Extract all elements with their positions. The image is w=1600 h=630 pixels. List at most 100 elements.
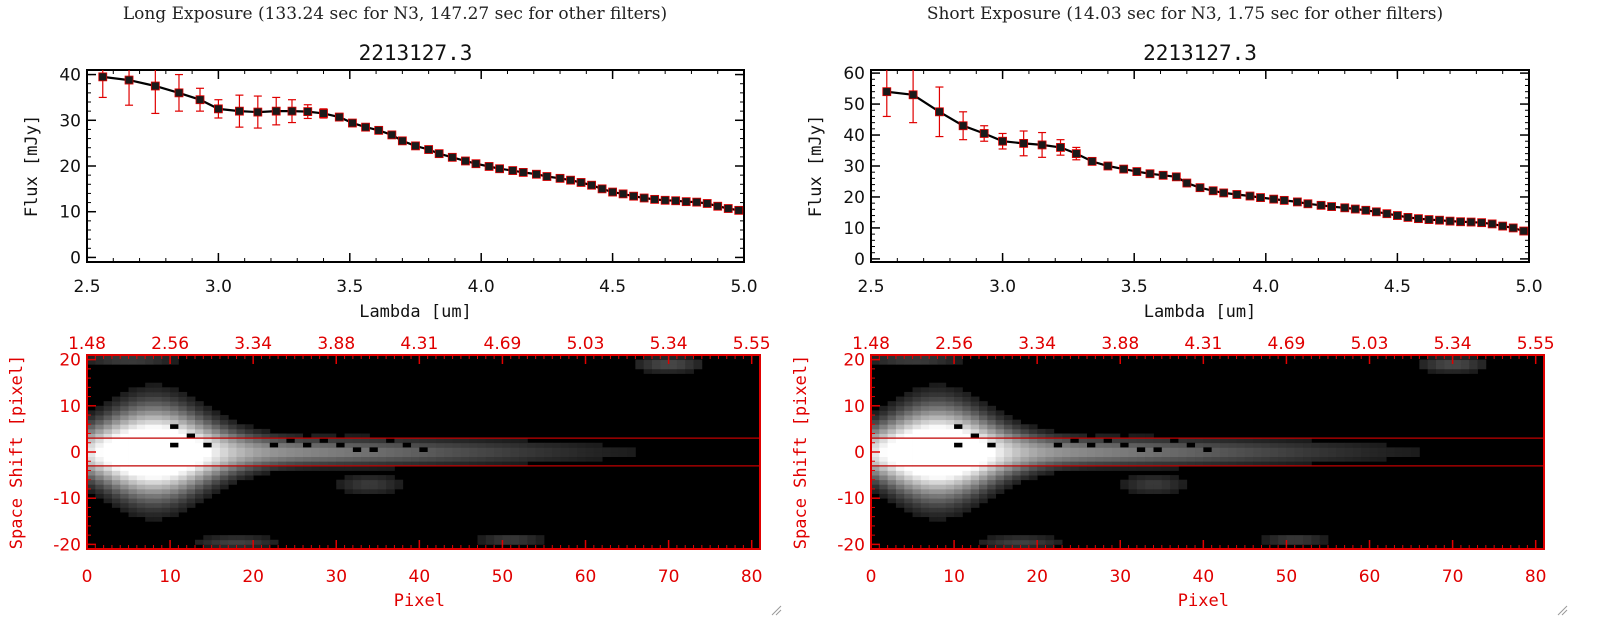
long-image-pixel: [136, 442, 146, 448]
short-image-pixel: [1203, 442, 1213, 448]
long-image-pixel: [103, 452, 113, 458]
short-image-pixel: [1111, 456, 1121, 462]
long-image-pixel: [170, 355, 179, 361]
long-image-pixel: [219, 535, 229, 541]
short-image-pixel: [1161, 475, 1171, 481]
long-image-pixel: [294, 442, 304, 448]
long-image-pixel: [411, 452, 420, 458]
long-image-pixel: [427, 461, 437, 467]
short-image-pixel: [1261, 461, 1271, 467]
short-image-pixel: [945, 405, 955, 411]
resize-grip-left[interactable]: [770, 604, 782, 616]
short-image-pixel: [970, 465, 980, 471]
long-image-pixel: [444, 456, 453, 462]
short-image-pixel: [945, 461, 955, 467]
long-image-pixel: [145, 382, 154, 388]
short-image-pixel: [1261, 447, 1271, 453]
short-image-pixel: [979, 498, 988, 504]
long-image-pixel: [111, 498, 121, 504]
short-spectrum-point: [1056, 143, 1065, 152]
short-image-pixel: [912, 484, 922, 490]
short-image-pixel: [1286, 461, 1296, 467]
short-image-pixel: [1419, 364, 1429, 370]
long-image-pixel: [211, 415, 221, 421]
short-image-pixel: [979, 484, 988, 490]
short-image-dead-pixel: [1070, 428, 1079, 434]
long-image-pixel: [128, 405, 138, 411]
long-image-pixel: [676, 359, 686, 365]
long-image-pixel: [568, 442, 578, 448]
short-image-pixel: [1078, 433, 1088, 439]
long-image-top-tick-label: 1.48: [68, 334, 106, 354]
long-image-pixel: [178, 470, 188, 476]
long-image-pixel: [261, 428, 271, 434]
short-image-pixel: [879, 484, 889, 490]
long-image-pixel: [170, 475, 179, 481]
short-image-pixel: [1012, 479, 1021, 485]
long-image-pixel: [103, 424, 113, 430]
long-image-pixel: [228, 452, 237, 458]
short-image-pixel: [895, 396, 905, 402]
long-image-pixel: [469, 452, 478, 458]
long-image-pixel: [560, 447, 570, 453]
long-image-pixel: [153, 424, 163, 430]
long-image-pixel: [635, 359, 645, 365]
short-image-pixel: [1336, 456, 1345, 462]
long-image-pixel: [170, 479, 179, 485]
short-image-dead-pixel: [1070, 438, 1079, 443]
long-image-pixel: [236, 456, 246, 462]
long-image-pixel: [128, 507, 138, 513]
long-image-pixel: [153, 355, 163, 361]
long-spectrum-ylabel: Flux [mJy]: [22, 115, 42, 217]
long-image-pixel: [261, 456, 271, 462]
short-image-pixel: [962, 438, 972, 444]
short-image-pixel: [1053, 438, 1063, 444]
short-image-pixel: [1311, 539, 1321, 545]
long-image-pixel: [178, 488, 188, 494]
short-spectrum-point: [1219, 188, 1229, 198]
short-image-pixel: [954, 465, 963, 471]
short-image-pixel: [904, 465, 913, 471]
short-image-pixel: [904, 401, 913, 407]
long-image-pixel: [103, 410, 113, 416]
short-image-pixel: [1269, 461, 1279, 467]
long-image-pixel: [344, 442, 354, 448]
short-image-pixel: [1161, 452, 1171, 458]
long-spectrum-point: [639, 193, 649, 203]
short-image-pixel: [1045, 428, 1055, 434]
long-image-pixel: [294, 438, 304, 444]
short-image-pixel: [904, 498, 913, 504]
short-image-pixel: [970, 428, 980, 434]
long-image-pixel: [203, 428, 213, 434]
short-image-pixel: [1012, 470, 1021, 476]
long-image-pixel: [211, 442, 221, 448]
short-image-pixel: [1269, 452, 1279, 458]
short-image-pixel: [1286, 456, 1296, 462]
short-image-pixel: [1244, 438, 1254, 444]
long-image-pixel: [95, 479, 105, 485]
long-image-pixel: [87, 428, 96, 434]
short-image-pixel: [1311, 442, 1321, 448]
long-image-pixel: [585, 442, 595, 448]
long-image-pixel: [319, 452, 329, 458]
short-image-pixel: [920, 507, 930, 513]
long-image-pixel: [643, 355, 653, 361]
long-image-top-tick-label: 5.03: [567, 334, 605, 354]
resize-grip-right[interactable]: [1556, 604, 1568, 616]
long-image-pixel: [120, 438, 129, 444]
short-image-pixel: [954, 387, 963, 393]
short-image-pixel: [945, 479, 955, 485]
long-image-pixel: [195, 493, 204, 499]
long-image-pixel: [128, 484, 138, 490]
long-image-pixel: [153, 516, 163, 522]
long-image-pixel: [136, 465, 146, 471]
long-image-pixel: [394, 456, 404, 462]
long-image-pixel: [527, 539, 537, 545]
short-image-pixel: [1087, 452, 1096, 458]
long-image-pixel: [128, 461, 138, 467]
long-image-pixel: [311, 442, 321, 448]
short-image-pixel: [912, 488, 922, 494]
short-image-pixel: [912, 359, 922, 365]
long-image-pixel: [195, 428, 204, 434]
long-image-pixel: [211, 488, 221, 494]
